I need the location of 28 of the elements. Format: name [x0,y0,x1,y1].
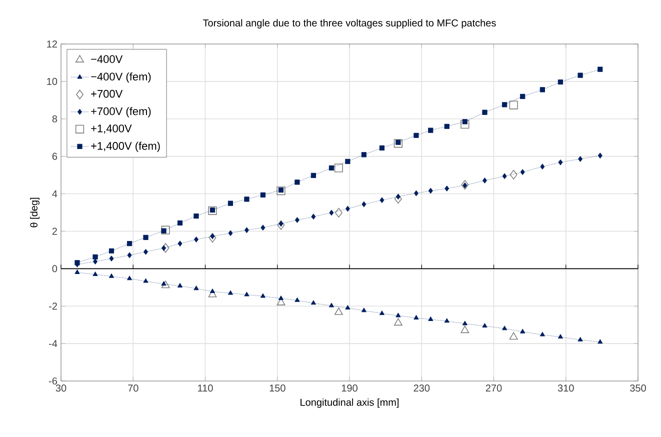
legend-label: −400V [91,55,123,64]
x-tick-label: 150 [270,384,286,392]
x-tick-label: 190 [342,384,358,392]
y-tick-label: -6 [49,377,58,385]
chart-title: Torsional angle due to the three voltages supplied to MFC patches [202,19,496,28]
y-tick-label: 6 [52,152,58,160]
y-tick-label: -2 [49,302,57,310]
y-tick-label: 12 [47,40,57,48]
y-tick-label: 10 [47,78,58,85]
y-axis-title: θ [deg] [30,198,40,228]
x-tick-label: 310 [558,384,574,392]
y-tick-label: 4 [52,190,58,198]
y-tick-label: -4 [49,340,58,347]
x-axis-title: Longitudinal axis [mm] [300,398,399,408]
y-tick-label: 8 [52,115,58,122]
legend-label: +1,400V (fem) [91,142,160,152]
x-tick-label: 70 [128,384,138,392]
legend-label: +700V [91,90,123,98]
legend-label: +1,400V [91,124,132,134]
x-tick-label: 30 [56,384,66,392]
x-tick-label: 270 [486,384,502,392]
legend-label: −400V (fem) [91,72,151,83]
y-tick-label: 2 [52,228,57,235]
x-tick-label: 110 [198,384,213,392]
x-tick-label: 350 [630,384,646,392]
y-tick-label: 0 [52,265,58,272]
x-tick-label: 230 [414,384,430,392]
legend-label: +700V (fem) [91,107,151,118]
